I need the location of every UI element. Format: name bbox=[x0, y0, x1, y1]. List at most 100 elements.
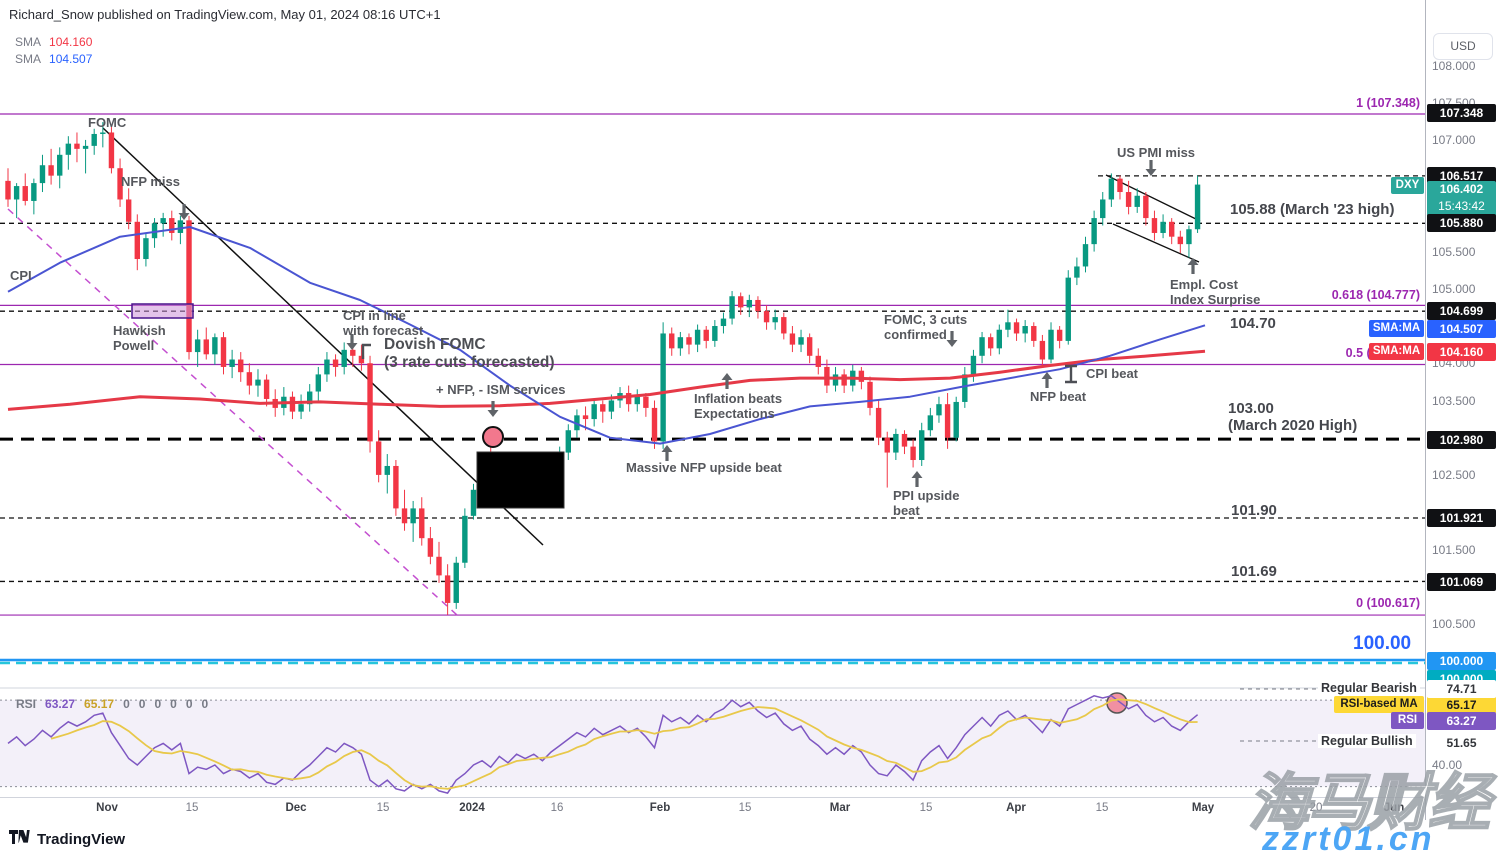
trendline[interactable] bbox=[1112, 223, 1200, 263]
sma-blue-line[interactable] bbox=[7, 226, 1206, 445]
candle-body bbox=[1108, 178, 1115, 200]
highlight-circle[interactable] bbox=[482, 426, 504, 448]
up-arrow-icon bbox=[661, 445, 673, 461]
chart-annotation: + NFP, - ISM services bbox=[436, 382, 566, 397]
highlight-box[interactable] bbox=[131, 303, 194, 319]
rsi-indicator-legend[interactable]: RSI 63.27 65.17 0 0 0 0 0 0 bbox=[16, 697, 217, 711]
trendline[interactable] bbox=[102, 127, 544, 546]
time-axis-label: Feb bbox=[649, 802, 671, 814]
candle-body bbox=[634, 396, 640, 405]
candle-body bbox=[686, 337, 692, 345]
sma2-value: 104.507 bbox=[49, 52, 93, 66]
rsi-ma-line[interactable] bbox=[50, 698, 1198, 790]
chart-annotation: CPI bbox=[10, 268, 32, 283]
candle-body bbox=[375, 441, 382, 475]
candle-body bbox=[936, 404, 942, 416]
price-tick-label: 107.000 bbox=[1432, 133, 1476, 147]
highlight-box[interactable] bbox=[476, 451, 565, 509]
candle-body bbox=[48, 165, 54, 176]
chart-annotation: Dovish FOMC (3 rate cuts forecasted) bbox=[384, 336, 555, 371]
candle-body bbox=[332, 359, 339, 367]
price-tick-label: 100.500 bbox=[1432, 617, 1476, 631]
candle-body bbox=[229, 359, 235, 367]
rsi-div-zero-1: 0 bbox=[138, 697, 146, 711]
rsi-value: 63.27 bbox=[45, 697, 76, 711]
candle-body bbox=[13, 186, 20, 200]
level-text-label: 101.90 bbox=[1231, 502, 1277, 519]
candle-body bbox=[582, 415, 589, 420]
currency-toggle-button[interactable]: USD bbox=[1433, 33, 1493, 60]
down-arrow-icon bbox=[1145, 160, 1157, 176]
candle-body bbox=[677, 337, 684, 349]
chart-annotation: NFP miss bbox=[121, 174, 181, 189]
sma2-label: SMA bbox=[15, 52, 42, 66]
candle-body bbox=[1151, 218, 1158, 233]
price-badge-65.17: 65.17 bbox=[1427, 696, 1496, 714]
time-axis-label: Nov bbox=[96, 802, 118, 814]
candle-body bbox=[57, 154, 63, 176]
time-axis-label: 15 bbox=[185, 802, 199, 814]
fib-label: 0 (100.617) bbox=[1356, 596, 1420, 610]
candle-body bbox=[358, 355, 365, 364]
time-axis-label: 15 bbox=[738, 802, 752, 814]
up-arrow-icon bbox=[1041, 372, 1053, 388]
price-badge-102.980: 102.980 bbox=[1427, 431, 1496, 449]
candle-body bbox=[1056, 329, 1063, 341]
candle-body bbox=[74, 143, 80, 149]
candle-body bbox=[427, 538, 434, 557]
candle-body bbox=[220, 337, 227, 367]
price-badge-104.507: 104.507 bbox=[1427, 320, 1496, 338]
price-badge-104.160: 104.160 bbox=[1427, 343, 1496, 361]
rsi-band bbox=[0, 700, 1425, 787]
candle-body bbox=[194, 339, 201, 353]
indicator-label-rsi-based-ma: RSI-based MA bbox=[1334, 696, 1424, 713]
candle-body bbox=[841, 374, 847, 386]
candle-body bbox=[1048, 329, 1054, 360]
candle-body bbox=[470, 489, 477, 516]
up-arrow-icon bbox=[721, 373, 733, 389]
candle-body bbox=[694, 329, 701, 345]
candle-body bbox=[927, 415, 934, 431]
sma-legend-2[interactable]: SMA 104.507 bbox=[15, 52, 92, 66]
trendline[interactable] bbox=[7, 208, 458, 616]
candle-body bbox=[1160, 221, 1166, 233]
candle-body bbox=[867, 381, 873, 408]
candle-body bbox=[996, 329, 1002, 349]
candle-body bbox=[910, 446, 916, 461]
indicator-label-sma-ma: SMA:MA bbox=[1369, 320, 1424, 337]
indicator-label-sma-ma: SMA:MA bbox=[1369, 343, 1424, 360]
candle-body bbox=[669, 333, 675, 349]
candle-body bbox=[1186, 229, 1192, 245]
price-tick-label: 101.500 bbox=[1432, 543, 1476, 557]
time-axis[interactable]: Nov 15 Dec 15 2024 16 Feb 15 Mar 15 Apr 15 May 20 Jun bbox=[0, 797, 1425, 822]
candle-body bbox=[212, 337, 218, 355]
candle-body bbox=[298, 404, 304, 412]
candle-body bbox=[289, 396, 296, 412]
chart-annotation: FOMC, 3 cuts confirmed bbox=[884, 312, 968, 342]
candle-body bbox=[177, 220, 184, 233]
candle-body bbox=[22, 186, 28, 201]
candle-body bbox=[1143, 195, 1149, 219]
candle-body bbox=[746, 299, 753, 308]
time-axis-label: 16 bbox=[550, 802, 564, 814]
time-axis-label: Apr bbox=[1006, 802, 1026, 814]
candle-body bbox=[134, 221, 140, 260]
candle-body bbox=[65, 143, 72, 155]
candle-body bbox=[987, 337, 994, 349]
candle-body bbox=[401, 508, 408, 524]
indicator-label-dxy: DXY bbox=[1391, 177, 1424, 194]
tradingview-logo-link[interactable]: TradingView bbox=[9, 830, 125, 848]
candle-body bbox=[1082, 244, 1089, 267]
candle-body bbox=[462, 515, 468, 563]
rsi-line[interactable] bbox=[7, 694, 1199, 794]
candle-body bbox=[1125, 192, 1132, 207]
candle-body bbox=[255, 379, 261, 386]
sma-legend-1[interactable]: SMA 104.160 bbox=[15, 35, 92, 49]
time-axis-label: Mar bbox=[829, 802, 851, 814]
rsi-div-zero-5: 0 bbox=[201, 697, 209, 711]
candle-body bbox=[444, 575, 451, 603]
sma-red-line[interactable] bbox=[7, 349, 1206, 411]
candle-body bbox=[246, 372, 253, 386]
candle-body bbox=[203, 339, 209, 355]
